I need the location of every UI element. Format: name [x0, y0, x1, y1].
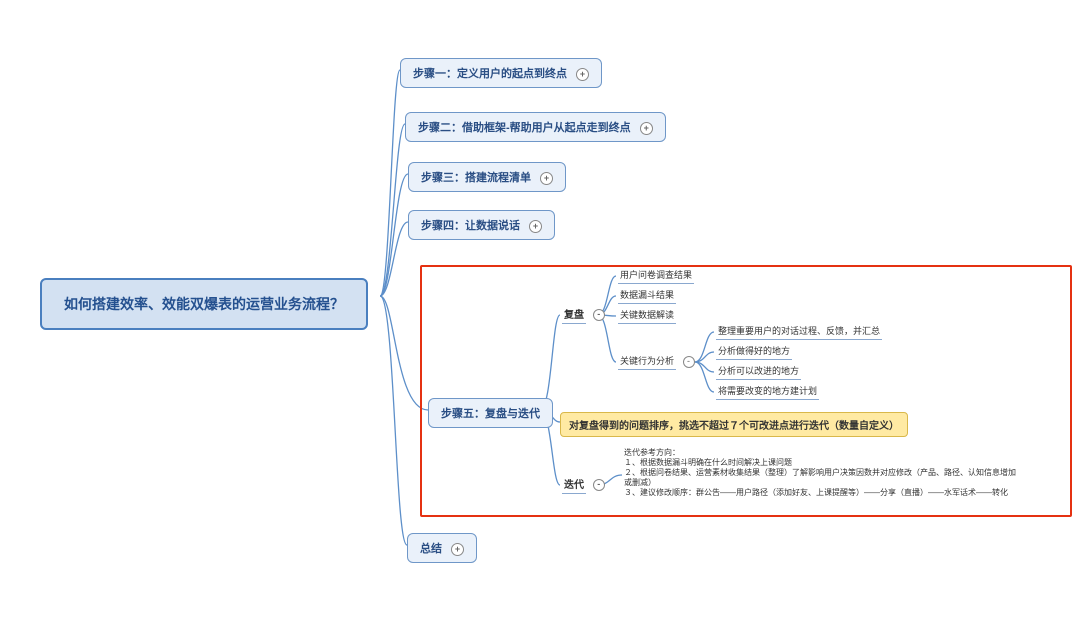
step-3-label: 步骤三：搭建流程清单: [421, 172, 531, 184]
mindmap-canvas: { "colors": { "root_bg": "#d3e1f2", "roo…: [0, 0, 1080, 624]
leaf-g3-label: 分析可以改进的地方: [718, 366, 799, 376]
sub-fupan[interactable]: 复盘 -: [562, 306, 605, 324]
leaf-g4-label: 将需要改变的地方建计划: [718, 386, 817, 396]
leaf-g1-label: 整理重要用户的对话过程、反馈，并汇总: [718, 326, 880, 336]
sub-diedai[interactable]: 迭代 -: [562, 476, 605, 494]
root-label: 如何搭建效率、效能双爆表的运营业务流程？: [64, 296, 344, 312]
expand-icon[interactable]: +: [640, 122, 653, 135]
step-node-2[interactable]: 步骤二：借助框架-帮助用户从起点走到终点 +: [405, 112, 666, 142]
collapse-icon[interactable]: -: [593, 479, 605, 491]
step-node-3[interactable]: 步骤三：搭建流程清单 +: [408, 162, 566, 192]
step-node-4[interactable]: 步骤四：让数据说话 +: [408, 210, 555, 240]
step-1-label: 步骤一：定义用户的起点到终点: [413, 68, 567, 80]
leaf-f1[interactable]: 用户问卷调查结果: [618, 268, 694, 284]
step-2-label: 步骤二：借助框架-帮助用户从起点走到终点: [418, 122, 631, 134]
step-5-label: 步骤五：复盘与迭代: [441, 408, 540, 420]
sub-diedai-label: 迭代: [564, 480, 584, 491]
sub-fupan-label: 复盘: [564, 310, 584, 321]
step-node-5[interactable]: 步骤五：复盘与迭代: [428, 398, 553, 428]
expand-icon[interactable]: +: [451, 543, 464, 556]
collapse-icon[interactable]: -: [683, 356, 695, 368]
leaf-f4-label: 关键行为分析: [620, 356, 674, 366]
leaf-f1-label: 用户问卷调查结果: [620, 270, 692, 280]
step-node-1[interactable]: 步骤一：定义用户的起点到终点 +: [400, 58, 602, 88]
collapse-icon[interactable]: -: [593, 309, 605, 321]
sub-highlight-label: 对复盘得到的问题排序，挑选不超过７个可改进点进行迭代（数量自定义）: [569, 421, 899, 432]
step-node-6[interactable]: 总结 +: [407, 533, 477, 563]
diedai-note: 迭代参考方向： １、根据数据漏斗明确在什么时间解决上课问题 ２、根据问卷结果、运…: [624, 448, 1016, 498]
sub-highlight[interactable]: 对复盘得到的问题排序，挑选不超过７个可改进点进行迭代（数量自定义）: [560, 412, 908, 437]
expand-icon[interactable]: +: [540, 172, 553, 185]
leaf-g2[interactable]: 分析做得好的地方: [716, 344, 792, 360]
leaf-f3-label: 关键数据解读: [620, 310, 674, 320]
leaf-g4[interactable]: 将需要改变的地方建计划: [716, 384, 819, 400]
expand-icon[interactable]: +: [576, 68, 589, 81]
step-4-label: 步骤四：让数据说话: [421, 220, 520, 232]
leaf-g3[interactable]: 分析可以改进的地方: [716, 364, 801, 380]
step-6-label: 总结: [420, 543, 442, 555]
leaf-g2-label: 分析做得好的地方: [718, 346, 790, 356]
leaf-f2[interactable]: 数据漏斗结果: [618, 288, 676, 304]
root-node[interactable]: 如何搭建效率、效能双爆表的运营业务流程？: [40, 278, 368, 330]
leaf-g1[interactable]: 整理重要用户的对话过程、反馈，并汇总: [716, 324, 882, 340]
leaf-f2-label: 数据漏斗结果: [620, 290, 674, 300]
leaf-f3[interactable]: 关键数据解读: [618, 308, 676, 324]
expand-icon[interactable]: +: [529, 220, 542, 233]
leaf-f4[interactable]: 关键行为分析 -: [618, 354, 695, 370]
